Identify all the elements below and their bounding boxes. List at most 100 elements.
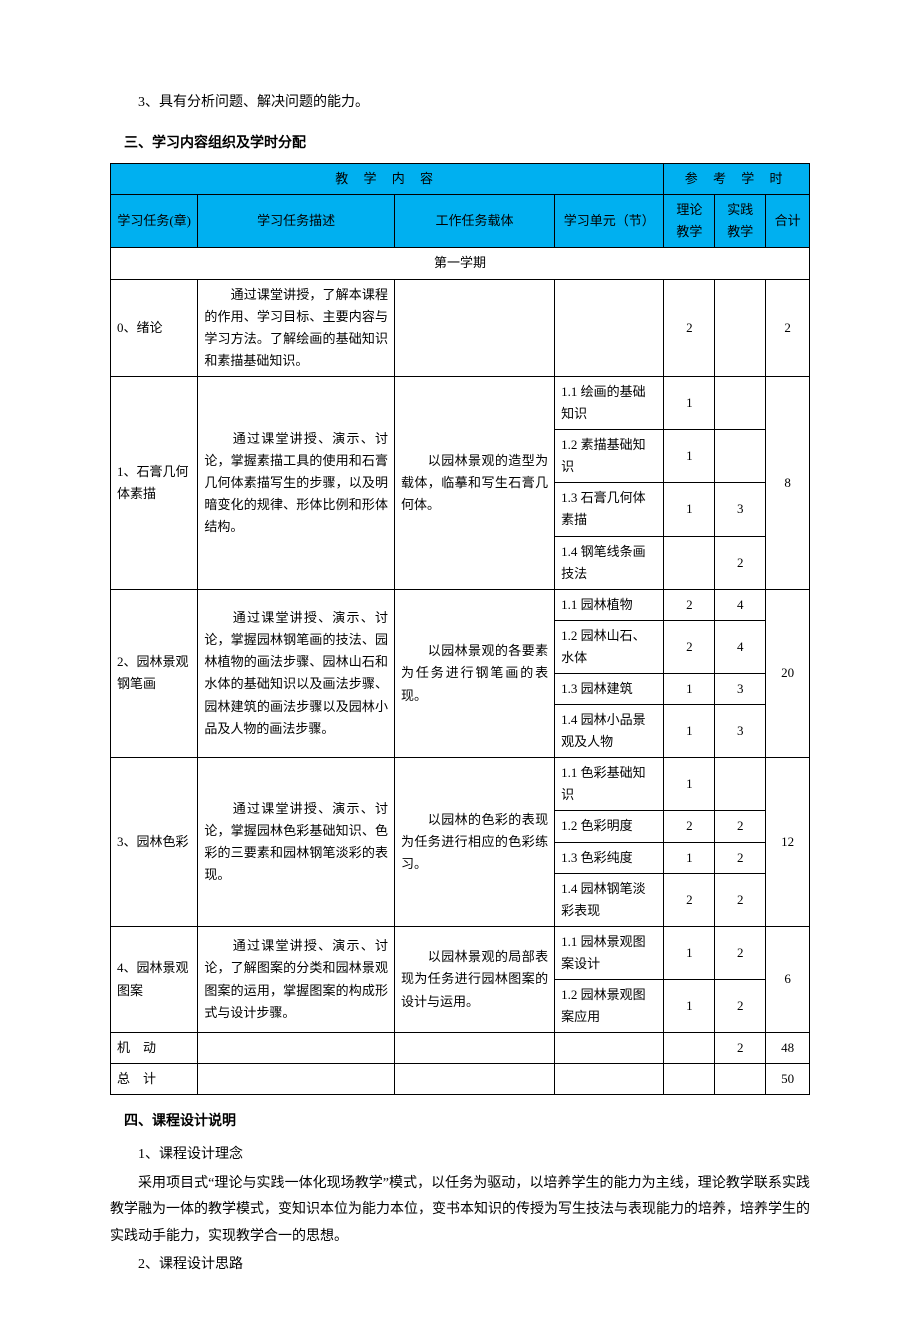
cell-carrier: 以园林景观的各要素为任务进行钢笔画的表现。: [394, 589, 554, 758]
hdr-carrier: 工作任务载体: [394, 195, 554, 248]
semester-label: 第一学期: [111, 248, 810, 279]
cell-unit: 1.1 园林植物: [555, 589, 664, 620]
section-4-sub1-text: 采用项目式“理论与实践一体化现场教学”模式，以任务为驱动，以培养学生的能力为主线…: [110, 1171, 810, 1251]
cell-unit: 1.2 园林山石、水体: [555, 620, 664, 673]
intro-line: 3、具有分析问题、解决问题的能力。: [110, 90, 810, 117]
schedule-table: 教 学 内 容 参 考 学 时 学习任务(章) 学习任务描述 工作任务载体 学习…: [110, 163, 810, 1095]
cell-theory: 2: [664, 279, 715, 376]
cell-unit: 1.3 园林建筑: [555, 673, 664, 704]
cell-theory: [664, 1064, 715, 1095]
table-row: 3、园林色彩 通过课堂讲授、演示、讨论，掌握园林色彩基础知识、色彩的三要素和园林…: [111, 758, 810, 811]
cell-practice: 3: [715, 673, 766, 704]
hdr-unit: 学习单元（节）: [555, 195, 664, 248]
cell-unit: 1.3 色彩纯度: [555, 842, 664, 873]
cell-practice: 4: [715, 589, 766, 620]
cell-desc: 通过课堂讲授、演示、讨论，了解图案的分类和园林景观图案的运用，掌握图案的构成形式…: [198, 926, 395, 1032]
cell-practice: 2: [715, 926, 766, 979]
cell-theory: 1: [664, 376, 715, 429]
cell-theory: 1: [664, 758, 715, 811]
cell-empty: [198, 1064, 395, 1095]
cell-practice: 2: [715, 842, 766, 873]
cell-total: 20: [766, 589, 810, 758]
table-header-row-2: 学习任务(章) 学习任务描述 工作任务载体 学习单元（节） 理论教学 实践教学 …: [111, 195, 810, 248]
cell-theory: 2: [664, 620, 715, 673]
cell-theory: 1: [664, 483, 715, 536]
cell-theory: 2: [664, 811, 715, 842]
cell-theory: 2: [664, 589, 715, 620]
cell-carrier: 以园林景观的局部表现为任务进行园林图案的设计与运用。: [394, 926, 554, 1032]
cell-empty: [555, 1033, 664, 1064]
table-row: 2、园林景观钢笔画 通过课堂讲授、演示、讨论，掌握园林钢笔画的技法、园林植物的画…: [111, 589, 810, 620]
cell-theory: 1: [664, 980, 715, 1033]
cell-theory: [664, 1033, 715, 1064]
cell-practice: 2: [715, 811, 766, 842]
cell-task: 2、园林景观钢笔画: [111, 589, 198, 758]
cell-desc: 通过课堂讲授、演示、讨论，掌握素描工具的使用和石膏几何体素描写生的步骤，以及明暗…: [198, 376, 395, 589]
cell-practice: 3: [715, 483, 766, 536]
cell-theory: 1: [664, 926, 715, 979]
cell-theory: 1: [664, 705, 715, 758]
hdr-content-group: 教 学 内 容: [111, 164, 664, 195]
cell-unit: 1.3 石膏几何体素描: [555, 483, 664, 536]
cell-practice: 2: [715, 536, 766, 589]
cell-unit: 1.4 园林小品景观及人物: [555, 705, 664, 758]
cell-practice: 4: [715, 620, 766, 673]
cell-theory: 1: [664, 673, 715, 704]
hdr-total: 合计: [766, 195, 810, 248]
cell-total: 50: [766, 1064, 810, 1095]
semester-row: 第一学期: [111, 248, 810, 279]
cell-unit: 1.2 园林景观图案应用: [555, 980, 664, 1033]
cell-total-label: 总 计: [111, 1064, 198, 1095]
cell-unit: 1.2 色彩明度: [555, 811, 664, 842]
cell-unit: 1.1 色彩基础知识: [555, 758, 664, 811]
cell-empty: [198, 1033, 395, 1064]
table-row: 0、绪论 通过课堂讲授，了解本课程的作用、学习目标、主要内容与学习方法。了解绘画…: [111, 279, 810, 376]
table-header-row-1: 教 学 内 容 参 考 学 时: [111, 164, 810, 195]
cell-unit: 1.4 园林钢笔淡彩表现: [555, 873, 664, 926]
cell-practice: [715, 758, 766, 811]
cell-task: 3、园林色彩: [111, 758, 198, 927]
cell-theory: 2: [664, 873, 715, 926]
section-4-sub1-title: 1、课程设计理念: [110, 1142, 810, 1169]
table-row: 1、石膏几何体素描 通过课堂讲授、演示、讨论，掌握素描工具的使用和石膏几何体素描…: [111, 376, 810, 429]
table-row: 4、园林景观图案 通过课堂讲授、演示、讨论，了解图案的分类和园林景观图案的运用，…: [111, 926, 810, 979]
section-4-heading: 四、课程设计说明: [110, 1109, 810, 1136]
cell-unit: 1.1 园林景观图案设计: [555, 926, 664, 979]
cell-empty: [555, 1064, 664, 1095]
cell-practice: 2: [715, 980, 766, 1033]
section-4-sub2-title: 2、课程设计思路: [110, 1252, 810, 1279]
cell-empty: [394, 1033, 554, 1064]
cell-carrier: 以园林的色彩的表现为任务进行相应的色彩练习。: [394, 758, 554, 927]
cell-unit: 1.2 素描基础知识: [555, 430, 664, 483]
cell-practice: 2: [715, 1033, 766, 1064]
cell-practice: [715, 376, 766, 429]
cell-practice: [715, 1064, 766, 1095]
cell-carrier: 以园林景观的造型为载体，临摹和写生石膏几何体。: [394, 376, 554, 589]
cell-total: 6: [766, 926, 810, 1032]
cell-flex-label: 机 动: [111, 1033, 198, 1064]
cell-practice: [715, 430, 766, 483]
flex-row: 机 动 2 48: [111, 1033, 810, 1064]
cell-desc: 通过课堂讲授，了解本课程的作用、学习目标、主要内容与学习方法。了解绘画的基础知识…: [198, 279, 395, 376]
cell-theory: [664, 536, 715, 589]
cell-unit: 1.4 钢笔线条画技法: [555, 536, 664, 589]
cell-practice: 2: [715, 873, 766, 926]
cell-desc: 通过课堂讲授、演示、讨论，掌握园林色彩基础知识、色彩的三要素和园林钢笔淡彩的表现…: [198, 758, 395, 927]
hdr-practice: 实践教学: [715, 195, 766, 248]
cell-practice: [715, 279, 766, 376]
hdr-task: 学习任务(章): [111, 195, 198, 248]
hdr-hours-group: 参 考 学 时: [664, 164, 810, 195]
total-row: 总 计 50: [111, 1064, 810, 1095]
cell-total: 2: [766, 279, 810, 376]
section-3-heading: 三、学习内容组织及学时分配: [110, 131, 810, 158]
cell-unit: [555, 279, 664, 376]
hdr-desc: 学习任务描述: [198, 195, 395, 248]
cell-practice: 3: [715, 705, 766, 758]
cell-total: 48: [766, 1033, 810, 1064]
cell-unit: 1.1 绘画的基础知识: [555, 376, 664, 429]
cell-theory: 1: [664, 842, 715, 873]
cell-theory: 1: [664, 430, 715, 483]
cell-total: 12: [766, 758, 810, 927]
hdr-theory: 理论教学: [664, 195, 715, 248]
cell-empty: [394, 1064, 554, 1095]
